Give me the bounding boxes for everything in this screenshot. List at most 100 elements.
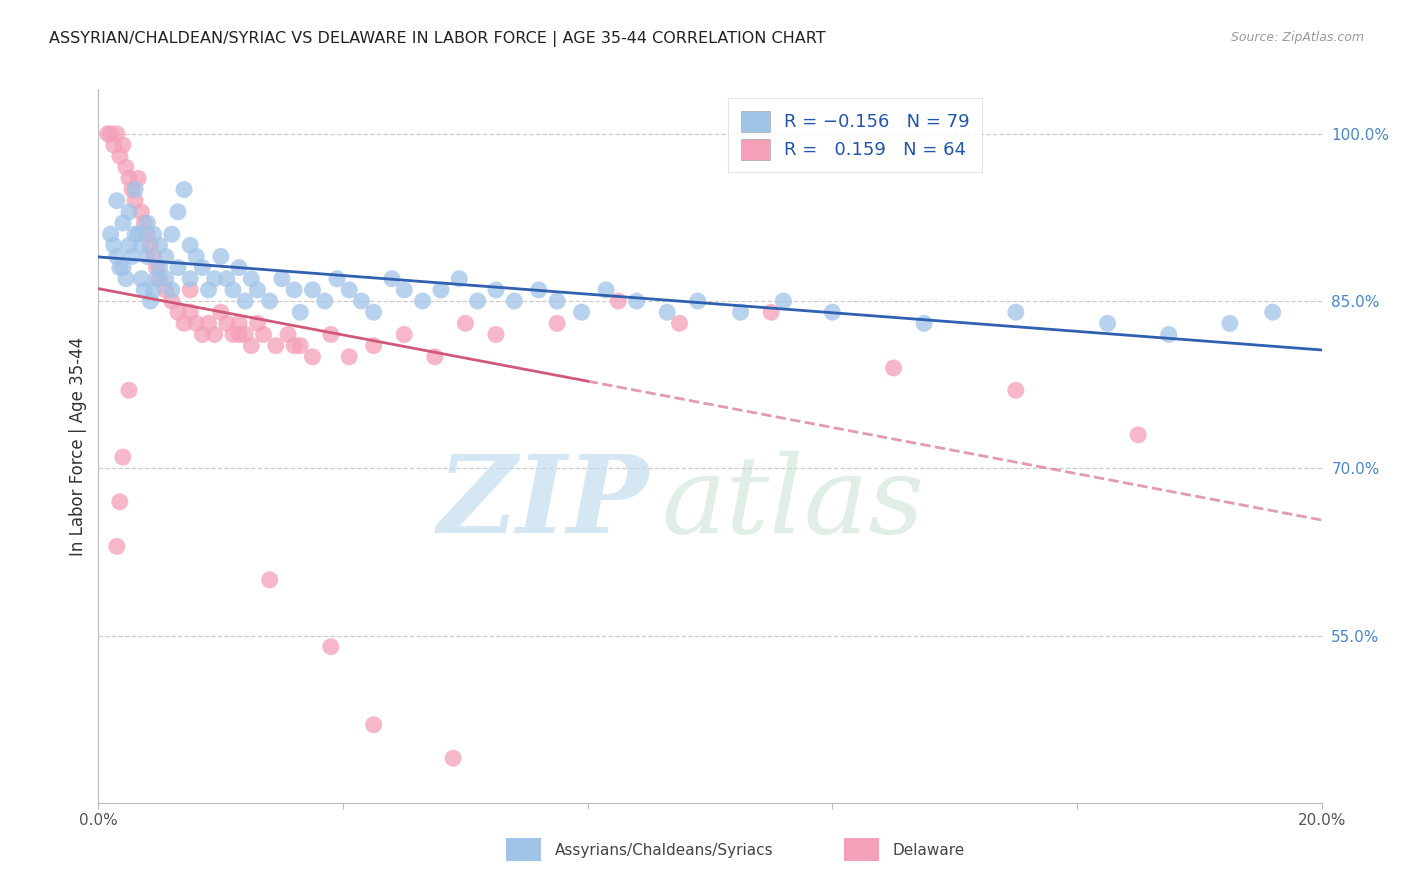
Point (240, 271, 263, 285)
Point (883, 361, 905, 376)
Point (546, 316, 568, 330)
Point (252, 327, 274, 342)
Point (167, 305, 190, 319)
Point (264, 339, 287, 353)
Point (259, 573, 281, 587)
Point (626, 293, 648, 308)
Point (319, 640, 342, 654)
Point (668, 316, 690, 330)
Point (485, 283, 508, 297)
Point (197, 283, 219, 297)
Point (124, 182, 146, 196)
Point (129, 204, 152, 219)
Point (155, 283, 177, 297)
Point (139, 293, 162, 308)
Point (97, 127, 120, 141)
Text: Delaware: Delaware (893, 843, 965, 857)
Point (283, 283, 305, 297)
Point (485, 327, 508, 342)
Point (121, 182, 143, 196)
Point (215, 316, 238, 330)
Point (283, 339, 305, 353)
Point (160, 293, 183, 308)
Point (1004, 305, 1026, 319)
Point (129, 271, 152, 285)
Point (118, 171, 141, 186)
Point (111, 137, 134, 152)
Point (179, 238, 201, 252)
Point (108, 149, 131, 163)
Point (326, 271, 349, 285)
Point (118, 384, 141, 398)
Point (100, 227, 122, 242)
Point (1219, 316, 1241, 330)
Text: ASSYRIAN/CHALDEAN/SYRIAC VS DELAWARE IN LABOR FORCE | AGE 35-44 CORRELATION CHAR: ASSYRIAN/CHALDEAN/SYRIAC VS DELAWARE IN … (49, 31, 825, 47)
Point (204, 271, 226, 285)
Point (912, 316, 935, 330)
Point (179, 271, 201, 285)
Point (301, 350, 323, 364)
Point (111, 450, 134, 465)
Point (115, 161, 138, 175)
Point (134, 216, 156, 230)
Point (118, 238, 141, 252)
Point (186, 316, 208, 330)
Point (595, 283, 617, 297)
Point (259, 293, 281, 308)
Point (149, 238, 172, 252)
Point (103, 137, 125, 152)
Point (392, 327, 416, 342)
Point (730, 305, 752, 319)
Point (149, 271, 172, 285)
Point (772, 293, 794, 308)
Point (1004, 384, 1026, 398)
Point (186, 250, 208, 264)
Point (454, 316, 477, 330)
Point (155, 271, 177, 285)
Point (124, 194, 146, 208)
Point (337, 283, 360, 297)
Point (173, 316, 195, 330)
Point (314, 293, 336, 308)
Point (363, 717, 385, 731)
Point (363, 305, 385, 319)
Point (142, 227, 165, 242)
Point (173, 182, 195, 196)
Point (686, 293, 709, 308)
Point (319, 327, 342, 342)
Point (449, 271, 471, 285)
Text: ZIP: ZIP (437, 450, 650, 556)
Point (105, 250, 128, 264)
Legend: R = −0.156   N = 79, R =   0.159   N = 64: R = −0.156 N = 79, R = 0.159 N = 64 (728, 98, 983, 172)
Point (136, 216, 159, 230)
Point (155, 250, 177, 264)
Point (149, 260, 172, 275)
Point (363, 339, 385, 353)
Point (657, 305, 679, 319)
Point (127, 227, 149, 242)
Point (1157, 327, 1180, 342)
Point (392, 283, 416, 297)
Point (337, 350, 360, 364)
Point (228, 260, 250, 275)
Point (240, 339, 263, 353)
Point (467, 293, 489, 308)
Point (301, 283, 323, 297)
Point (167, 260, 190, 275)
Point (246, 283, 269, 297)
Point (139, 238, 162, 252)
Point (142, 283, 165, 297)
Point (215, 271, 238, 285)
Point (222, 283, 245, 297)
Point (290, 339, 312, 353)
Point (423, 350, 446, 364)
Point (527, 283, 550, 297)
Point (233, 293, 256, 308)
Point (136, 227, 159, 242)
Y-axis label: In Labor Force | Age 35-44: In Labor Force | Age 35-44 (69, 336, 87, 556)
Point (105, 194, 128, 208)
Point (290, 305, 312, 319)
Text: Source: ZipAtlas.com: Source: ZipAtlas.com (1230, 31, 1364, 45)
Point (1097, 316, 1119, 330)
Point (546, 293, 568, 308)
